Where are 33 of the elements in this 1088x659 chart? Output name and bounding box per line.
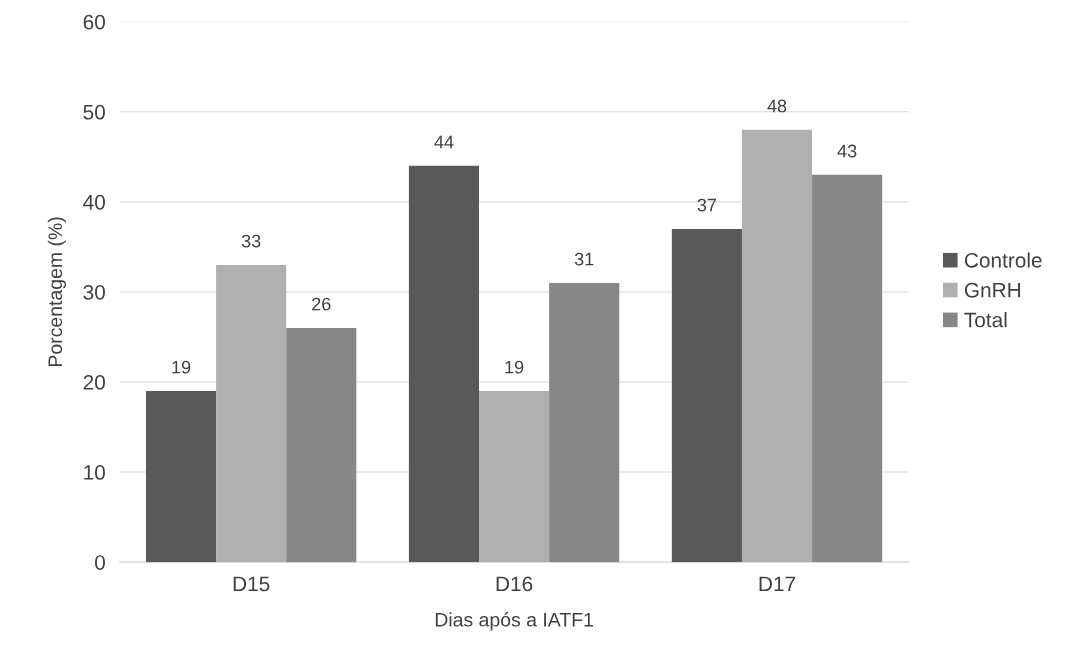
data-label: 33 <box>241 234 261 248</box>
data-label: 37 <box>697 198 717 212</box>
data-label: 43 <box>837 144 857 158</box>
y-tick-label: 20 <box>83 375 105 390</box>
y-tick-label: 60 <box>83 14 105 30</box>
data-label: 31 <box>574 252 594 266</box>
y-tick-label: 10 <box>84 465 105 480</box>
y-axis-title: Porcentagem (%) <box>47 217 66 366</box>
bar <box>286 327 357 563</box>
legend-label: Total <box>964 312 1007 328</box>
x-tick-label: D16 <box>496 576 533 592</box>
y-tick-label: 40 <box>83 194 105 210</box>
data-label: 44 <box>434 135 454 149</box>
y-tick-label: 50 <box>83 104 105 120</box>
x-tick-label: D15 <box>233 576 270 592</box>
bar <box>145 391 217 563</box>
bar <box>549 282 620 563</box>
bar <box>479 391 550 563</box>
legend-label: GnRH <box>964 282 1021 298</box>
data-label: 26 <box>312 297 331 311</box>
bar <box>671 228 742 563</box>
x-axis-title: Dias após a IATF1 <box>435 612 593 631</box>
data-label: 19 <box>505 360 524 374</box>
x-tick-label: D17 <box>759 576 796 592</box>
bar <box>408 165 480 563</box>
data-label: 19 <box>172 360 191 374</box>
bar <box>741 129 813 563</box>
bar <box>216 264 287 563</box>
y-tick-label: 0 <box>95 555 105 570</box>
legend-label: Controle <box>964 252 1042 268</box>
bar <box>812 174 883 563</box>
data-label: 48 <box>767 99 787 113</box>
y-tick-label: 30 <box>83 284 105 300</box>
